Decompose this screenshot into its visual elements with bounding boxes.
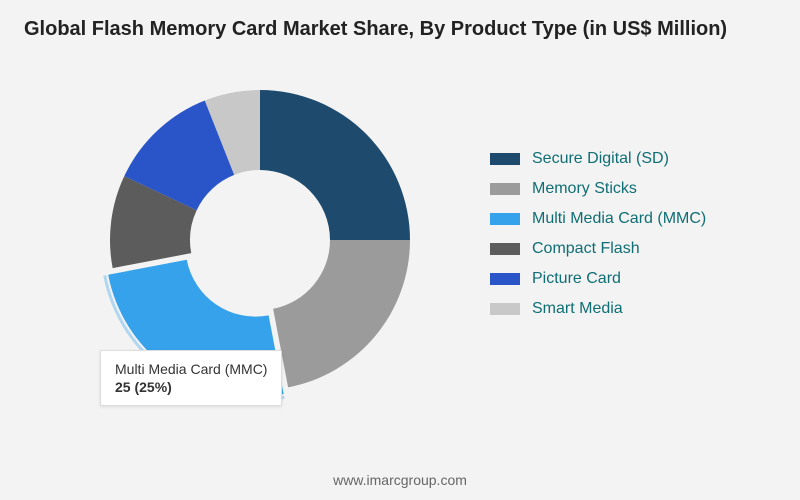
donut-slice[interactable] xyxy=(273,240,410,387)
chart-title: Global Flash Memory Card Market Share, B… xyxy=(24,18,727,41)
legend-label: Picture Card xyxy=(532,270,621,288)
legend-item[interactable]: Smart Media xyxy=(490,300,770,318)
chart-container: Global Flash Memory Card Market Share, B… xyxy=(0,0,800,500)
footer-source: www.imarcgroup.com xyxy=(0,472,800,488)
legend-swatch xyxy=(490,273,520,285)
legend-item[interactable]: Memory Sticks xyxy=(490,180,770,198)
legend-swatch xyxy=(490,303,520,315)
donut-slice[interactable] xyxy=(108,260,283,397)
legend-label: Multi Media Card (MMC) xyxy=(532,210,706,228)
legend-label: Smart Media xyxy=(532,300,623,318)
legend-swatch xyxy=(490,153,520,165)
legend-swatch xyxy=(490,183,520,195)
legend-label: Secure Digital (SD) xyxy=(532,150,669,168)
legend-swatch xyxy=(490,243,520,255)
legend-label: Compact Flash xyxy=(532,240,640,258)
legend-item[interactable]: Compact Flash xyxy=(490,240,770,258)
donut-chart xyxy=(80,60,440,420)
legend-swatch xyxy=(490,213,520,225)
donut-slice[interactable] xyxy=(260,90,410,240)
legend-label: Memory Sticks xyxy=(532,180,637,198)
legend: Secure Digital (SD) Memory Sticks Multi Me… xyxy=(490,150,770,330)
legend-item[interactable]: Secure Digital (SD) xyxy=(490,150,770,168)
legend-item[interactable]: Picture Card xyxy=(490,270,770,288)
legend-item[interactable]: Multi Media Card (MMC) xyxy=(490,210,770,228)
